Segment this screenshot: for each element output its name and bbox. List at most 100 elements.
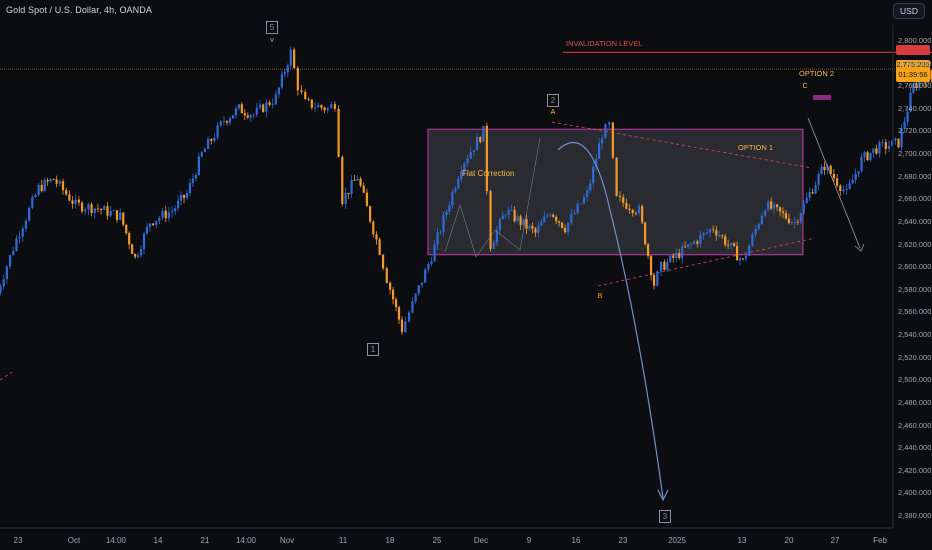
candle-body [310,99,313,108]
candle-body [604,124,607,139]
candle-body [802,203,805,214]
time-tick-label: 20 [784,536,794,545]
wave3-projection-path [557,141,664,499]
time-tick-label: 2025 [668,536,686,545]
candle-body [417,285,420,294]
candle-body [586,190,589,197]
candle-body [24,220,28,229]
candle-body [829,165,832,174]
candle-body [492,242,495,249]
price-tick-label: 2,700.000 [898,149,932,159]
wave-label-1: 1 [367,343,379,356]
candle-body [472,150,475,153]
bar-countdown: 01:39:56 [898,70,928,79]
candle-body [252,114,255,116]
candle-body [333,104,336,109]
price-tick-label: 2,660.000 [898,194,932,204]
candle-body [573,213,576,215]
candle-body [296,68,299,91]
candle-body [12,250,15,255]
candle-body [356,178,359,181]
time-tick-label: 27 [830,536,840,545]
candle-body [860,156,863,172]
candle-body [672,255,675,259]
candle-body [164,210,167,219]
candle-body [2,279,5,287]
candle-body [58,181,61,184]
candle-body [52,179,55,180]
candle-body [592,166,595,184]
candle-body [203,148,207,153]
candle-body [631,209,634,214]
candle-body [326,108,329,111]
point-c-label: C [802,83,808,90]
candle-body [649,255,653,276]
candle-body [231,115,235,119]
candle-body [457,179,460,189]
candle-body [177,200,180,209]
candle-body [684,246,687,248]
candle-body [167,212,171,219]
candle-body [534,228,537,233]
candle-body [903,121,906,129]
candle-body [216,125,219,138]
time-tick-label: 9 [526,536,532,545]
candle-body [353,180,356,181]
candle-body [869,152,872,161]
candle-body [741,258,745,260]
candle-body [510,209,513,211]
candle-body [77,199,80,203]
candle-body [878,142,881,154]
candle-body [738,258,742,261]
candle-body [407,312,411,322]
candle-body [784,213,788,219]
candle-body [482,125,485,142]
candle-body [179,194,183,201]
candle-body [912,83,915,93]
candle-body [369,206,372,222]
candle-body [182,194,186,198]
candle-body [881,142,884,144]
candle-body [445,211,448,216]
candle-body [854,173,857,181]
candle-body [15,238,18,251]
candle-body [790,221,793,224]
candle-body [448,205,451,212]
currency-button[interactable]: USD [893,3,925,19]
candle-body [43,180,46,191]
price-tick-label: 2,640.000 [898,216,932,226]
candle-body [909,92,912,112]
candle-body [576,203,579,214]
candle-body [31,197,34,208]
candle-body [404,321,407,333]
candle-body [540,222,543,226]
candle-body [770,201,773,209]
candle-body [525,219,528,229]
candle-body [174,208,177,212]
candle-body [139,249,143,256]
candle-body [900,128,903,148]
candle-body [350,180,353,195]
candle-body [240,104,243,114]
candle-body [637,206,641,214]
candle-body [781,211,785,214]
candle-body [18,236,21,239]
price-tick-label: 2,600.000 [898,262,932,272]
candle-body [842,189,845,192]
time-tick-label: Oct [67,536,81,545]
candle-body [430,261,433,264]
candle-body [347,192,350,195]
c-marker [813,95,831,100]
candle-body [320,105,323,108]
candle-body [678,252,681,259]
point-a-label: A [550,109,556,116]
price-tick-label: 2,420.000 [898,465,932,475]
candle-body [805,197,808,204]
candle-body [528,225,531,229]
time-tick-label: 16 [571,536,581,545]
candle-body [424,269,427,283]
candle-body [687,243,690,248]
candle-body [625,202,628,209]
